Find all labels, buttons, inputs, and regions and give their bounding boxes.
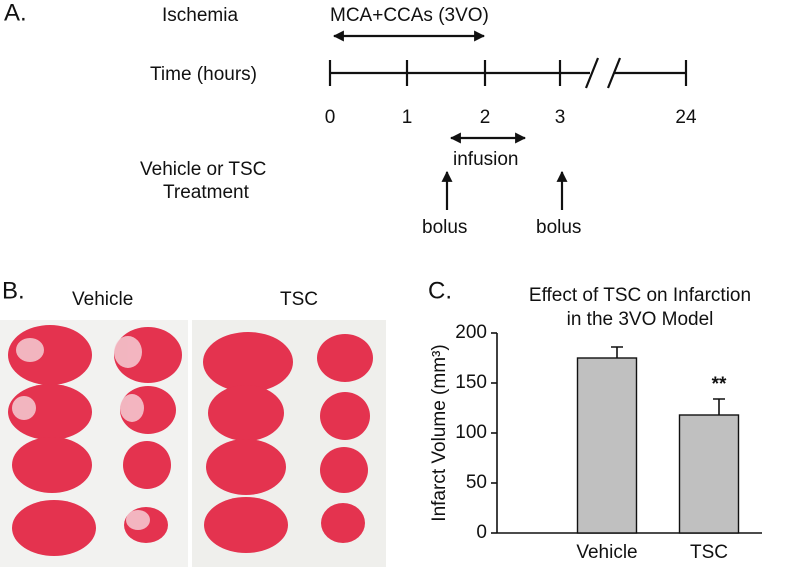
bolus-label: bolus: [536, 217, 581, 238]
brain-photo: [0, 320, 386, 567]
bolus-label: bolus: [422, 217, 467, 238]
time-label: 0: [325, 107, 336, 128]
chart-title: Effect of TSC on Infarction: [529, 285, 751, 306]
panel-label: A.: [4, 0, 27, 26]
x-tick-label: TSC: [690, 542, 728, 563]
significance-label: **: [712, 374, 727, 395]
chart-title: in the 3VO Model: [567, 309, 714, 330]
y-tick-label: 200: [455, 322, 487, 343]
treatment-label: Treatment: [163, 182, 250, 203]
y-tick-label: 0: [476, 522, 487, 543]
y-axis-label: Infarct Volume (mm³): [429, 344, 450, 521]
bar: [576, 357, 638, 534]
time-label: 1: [402, 107, 413, 128]
x-tick-label: Vehicle: [576, 542, 637, 563]
time-label: 2: [480, 107, 491, 128]
timeline: [330, 57, 686, 89]
group-label: Vehicle: [72, 289, 133, 310]
panel-label: B.: [2, 277, 25, 304]
ischemia-label: Ischemia: [162, 5, 238, 26]
y-tick-label: 50: [466, 472, 487, 493]
infusion-label: infusion: [453, 149, 519, 170]
occlusion-label: MCA+CCAs (3VO): [330, 5, 489, 26]
y-tick-label: 100: [455, 422, 487, 443]
treatment-label: Vehicle or TSC: [140, 159, 266, 180]
time-label: 24: [675, 107, 697, 128]
time-label: Time (hours): [150, 64, 257, 85]
error-bar: [611, 346, 623, 358]
error-bar: [713, 398, 725, 415]
time-label: 3: [555, 107, 566, 128]
panel-label: C.: [428, 277, 452, 304]
group-label: TSC: [280, 289, 318, 310]
y-tick-label: 150: [455, 372, 487, 393]
bar: [678, 414, 740, 534]
